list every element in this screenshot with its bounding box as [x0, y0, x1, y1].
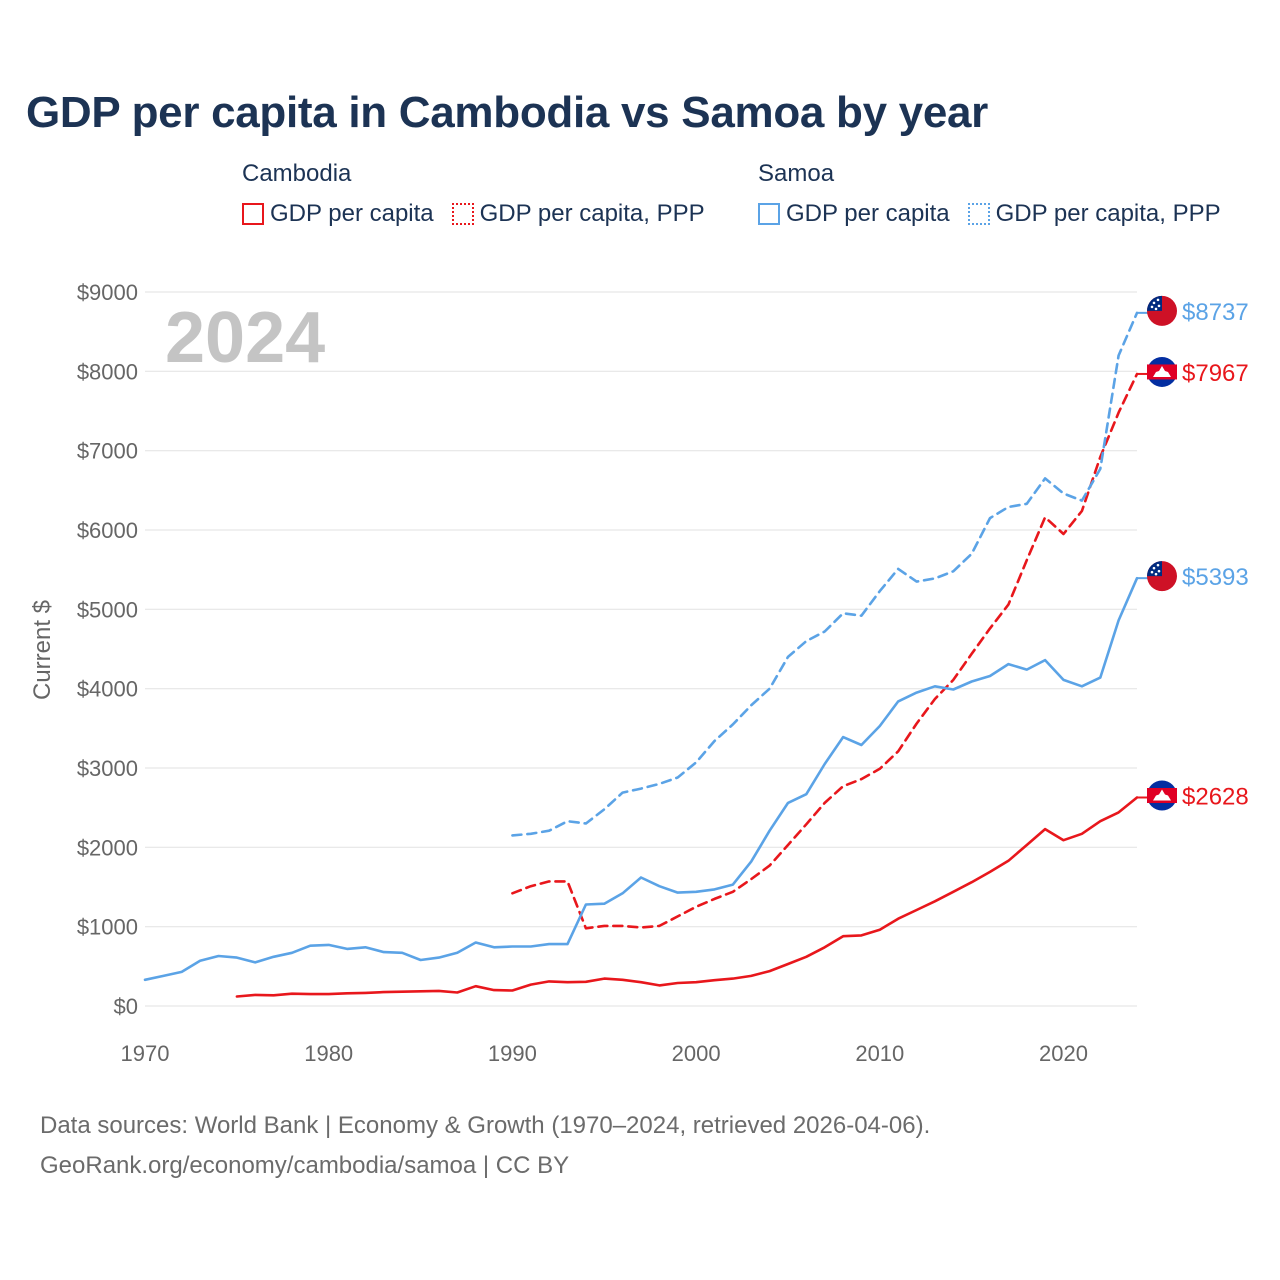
legend-item-cambodia-gdp[interactable]: GDP per capita — [242, 200, 434, 228]
y-tick-label: $7000 — [77, 439, 138, 464]
end-value-label: $2628 — [1182, 784, 1249, 811]
y-tick-label: $6000 — [77, 518, 138, 543]
legend-swatch-dotted — [451, 203, 474, 225]
footer: Data sources: World Bank | Economy & Gro… — [40, 1106, 930, 1186]
legend-item-label: GDP per capita — [270, 200, 434, 227]
y-tick-label: $5000 — [77, 597, 138, 622]
legend-item-samoa-gdp-ppp[interactable]: GDP per capita, PPP — [967, 200, 1221, 228]
cambodia-flag-icon — [1147, 356, 1177, 387]
grid-lines — [145, 291, 1137, 1007]
x-tick-label: 1980 — [304, 1041, 353, 1066]
footer-link[interactable]: GeoRank.org/economy/cambodia/samoa | CC … — [40, 1152, 570, 1179]
y-axis-ticks: $0 $1000 $2000 $3000 $4000 $5000 $6000 $7000 $80… — [77, 280, 138, 1019]
series-line-cambodia-gdp-per-capita[interactable] — [235, 796, 1139, 998]
legend-item-label: GDP per capita — [786, 200, 950, 227]
legend-group-name: Cambodia — [242, 160, 352, 187]
y-tick-label: $2000 — [77, 835, 138, 860]
legend-item-samoa-gdp[interactable]: GDP per capita — [758, 200, 950, 228]
legend-group-samoa: Samoa GDP per capita GDP per capita, PPP — [758, 160, 1221, 228]
series-lines — [143, 311, 1139, 998]
end-value-label: $7967 — [1182, 360, 1249, 387]
legend-item-cambodia-gdp-ppp[interactable]: GDP per capita, PPP — [451, 200, 705, 228]
end-value-label: $5393 — [1182, 564, 1249, 591]
legend-swatch-solid — [242, 203, 264, 225]
legend-group-name: Samoa — [758, 160, 835, 187]
footer-sources: Data sources: World Bank | Economy & Gro… — [40, 1112, 931, 1139]
series-line-cambodia-gdp-per-capita-ppp[interactable] — [511, 372, 1139, 930]
cambodia-flag-icon — [1147, 780, 1177, 811]
legend-group-cambodia: Cambodia GDP per capita GDP per capita, … — [242, 160, 723, 228]
year-watermark: 2024 — [165, 298, 325, 378]
y-tick-label: $3000 — [77, 756, 138, 781]
x-tick-label: 2010 — [855, 1041, 904, 1066]
legend-item-label: GDP per capita, PPP — [479, 200, 705, 227]
samoa-flag-icon — [1147, 295, 1177, 326]
y-tick-label: $9000 — [77, 280, 138, 305]
samoa-flag-icon — [1147, 561, 1177, 592]
legend-swatch-dotted — [967, 203, 990, 225]
end-markers: $2628 $7967 $5393 $8737 — [1137, 295, 1249, 811]
y-tick-label: $4000 — [77, 677, 138, 702]
legend-swatch-solid — [758, 203, 780, 225]
x-axis-ticks: 1970 1980 1990 2000 2010 2020 — [121, 1041, 1088, 1066]
legend-item-label: GDP per capita, PPP — [995, 200, 1221, 227]
x-tick-label: 1970 — [121, 1041, 170, 1066]
x-tick-label: 2000 — [672, 1041, 721, 1066]
x-tick-label: 2020 — [1039, 1041, 1088, 1066]
y-tick-label: $1000 — [77, 915, 138, 940]
page-title: GDP per capita in Cambodia vs Samoa by y… — [26, 88, 988, 137]
y-tick-label: $8000 — [77, 359, 138, 384]
x-tick-label: 1990 — [488, 1041, 537, 1066]
series-line-samoa-gdp-per-capita[interactable] — [143, 576, 1139, 982]
y-tick-label: $0 — [114, 994, 138, 1019]
series-line-samoa-gdp-per-capita-ppp[interactable] — [511, 311, 1139, 837]
end-value-label: $8737 — [1182, 299, 1249, 326]
y-axis-label: Current $ — [29, 600, 56, 700]
